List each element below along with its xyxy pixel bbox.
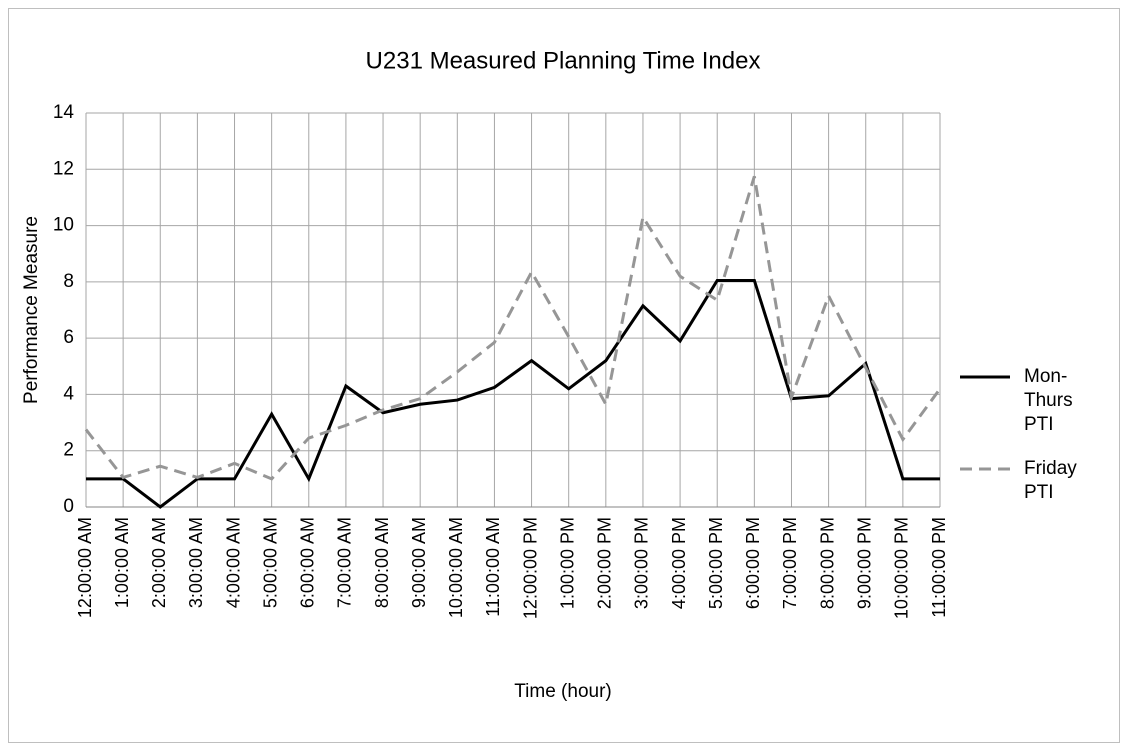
x-tick-label: 1:00:00 PM: [557, 517, 577, 609]
series-line: [84, 175, 942, 481]
y-tick-label: 4: [63, 383, 74, 404]
x-tick-label: 3:00:00 PM: [632, 517, 652, 609]
x-tick-label: 2:00:00 AM: [149, 517, 169, 608]
x-tick-label: 6:00:00 AM: [298, 517, 318, 608]
y-tick-label: 12: [53, 158, 74, 179]
x-tick-label: 2:00:00 PM: [595, 517, 615, 609]
x-tick-label: 4:00:00 PM: [669, 517, 689, 609]
x-tick-label: 5:00:00 PM: [706, 517, 726, 609]
x-tick-label: 8:00:00 AM: [372, 517, 392, 608]
series-line: [86, 278, 940, 509]
legend-label: Mon-Thurs PTI: [1024, 366, 1073, 435]
x-tick-label: 12:00:00 PM: [520, 517, 540, 619]
x-tick-label: 3:00:00 AM: [186, 517, 206, 608]
x-axis-label: Time (hour): [514, 681, 611, 702]
legend-label: Friday PTI: [1024, 458, 1077, 503]
x-tick-label: 9:00:00 AM: [409, 517, 429, 608]
x-tick-label: 1:00:00 AM: [112, 517, 132, 608]
chart-title: U231 Measured Planning Time Index: [366, 47, 761, 74]
x-tick-label: 7:00:00 AM: [335, 517, 355, 608]
x-tick-label: 4:00:00 AM: [223, 517, 243, 608]
y-tick-label: 10: [53, 215, 74, 236]
x-tick-label: 9:00:00 PM: [854, 517, 874, 609]
x-tick-label: 10:00:00 PM: [892, 517, 912, 619]
y-tick-label: 8: [63, 271, 74, 292]
chart-border: [8, 8, 1120, 743]
x-tick-label: 6:00:00 PM: [743, 517, 763, 609]
x-tick-label: 10:00:00 AM: [446, 517, 466, 618]
y-axis-label: Performance Measure: [21, 216, 42, 404]
x-tick-label: 8:00:00 PM: [817, 517, 837, 609]
y-tick-label: 0: [63, 496, 74, 517]
x-tick-label: 7:00:00 PM: [780, 517, 800, 609]
y-tick-label: 14: [53, 102, 75, 123]
y-tick-label: 6: [63, 327, 74, 348]
x-tick-label: 11:00:00 AM: [483, 517, 503, 617]
y-tick-label: 2: [63, 440, 74, 461]
x-tick-label: 12:00:00 AM: [75, 517, 95, 618]
x-tick-label: 11:00:00 PM: [929, 517, 949, 618]
x-tick-label: 5:00:00 AM: [260, 517, 280, 608]
